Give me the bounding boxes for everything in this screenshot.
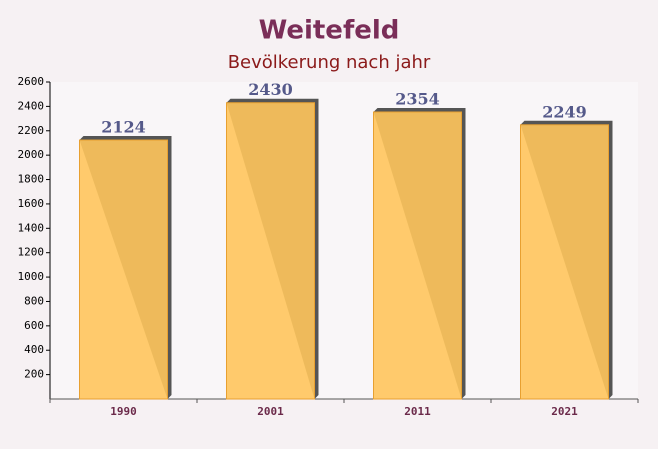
y-tick-label: 2400 (18, 99, 45, 112)
y-tick-label: 400 (24, 343, 44, 356)
bar (226, 102, 315, 400)
y-tick-label: 2000 (18, 148, 45, 161)
y-tick-label: 800 (24, 294, 44, 307)
y-tick-label: 2200 (18, 124, 45, 137)
x-tick-label: 1990 (110, 405, 137, 418)
x-tick-label: 2001 (257, 405, 284, 418)
y-tick-label: 2600 (18, 75, 45, 88)
x-tick-label: 2021 (551, 405, 578, 418)
value-label: 2124 (101, 118, 146, 137)
y-tick-label: 1600 (18, 197, 45, 210)
value-label: 2249 (542, 102, 587, 121)
chart-subtitle: Bevölkerung nach jahr (228, 52, 431, 73)
value-label: 2430 (248, 80, 293, 99)
y-tick-label: 1200 (18, 246, 45, 259)
y-tick-label: 1400 (18, 221, 45, 234)
y-tick-label: 600 (24, 319, 44, 332)
bar (373, 111, 462, 400)
chart-title: Weitefeld (259, 16, 400, 46)
x-tick-label: 2011 (404, 405, 431, 418)
y-tick-label: 1800 (18, 173, 45, 186)
value-label: 2354 (395, 89, 440, 108)
y-tick-label: 200 (24, 368, 44, 381)
bar (520, 124, 609, 400)
y-tick-label: 1000 (18, 270, 45, 283)
bar (79, 139, 168, 400)
